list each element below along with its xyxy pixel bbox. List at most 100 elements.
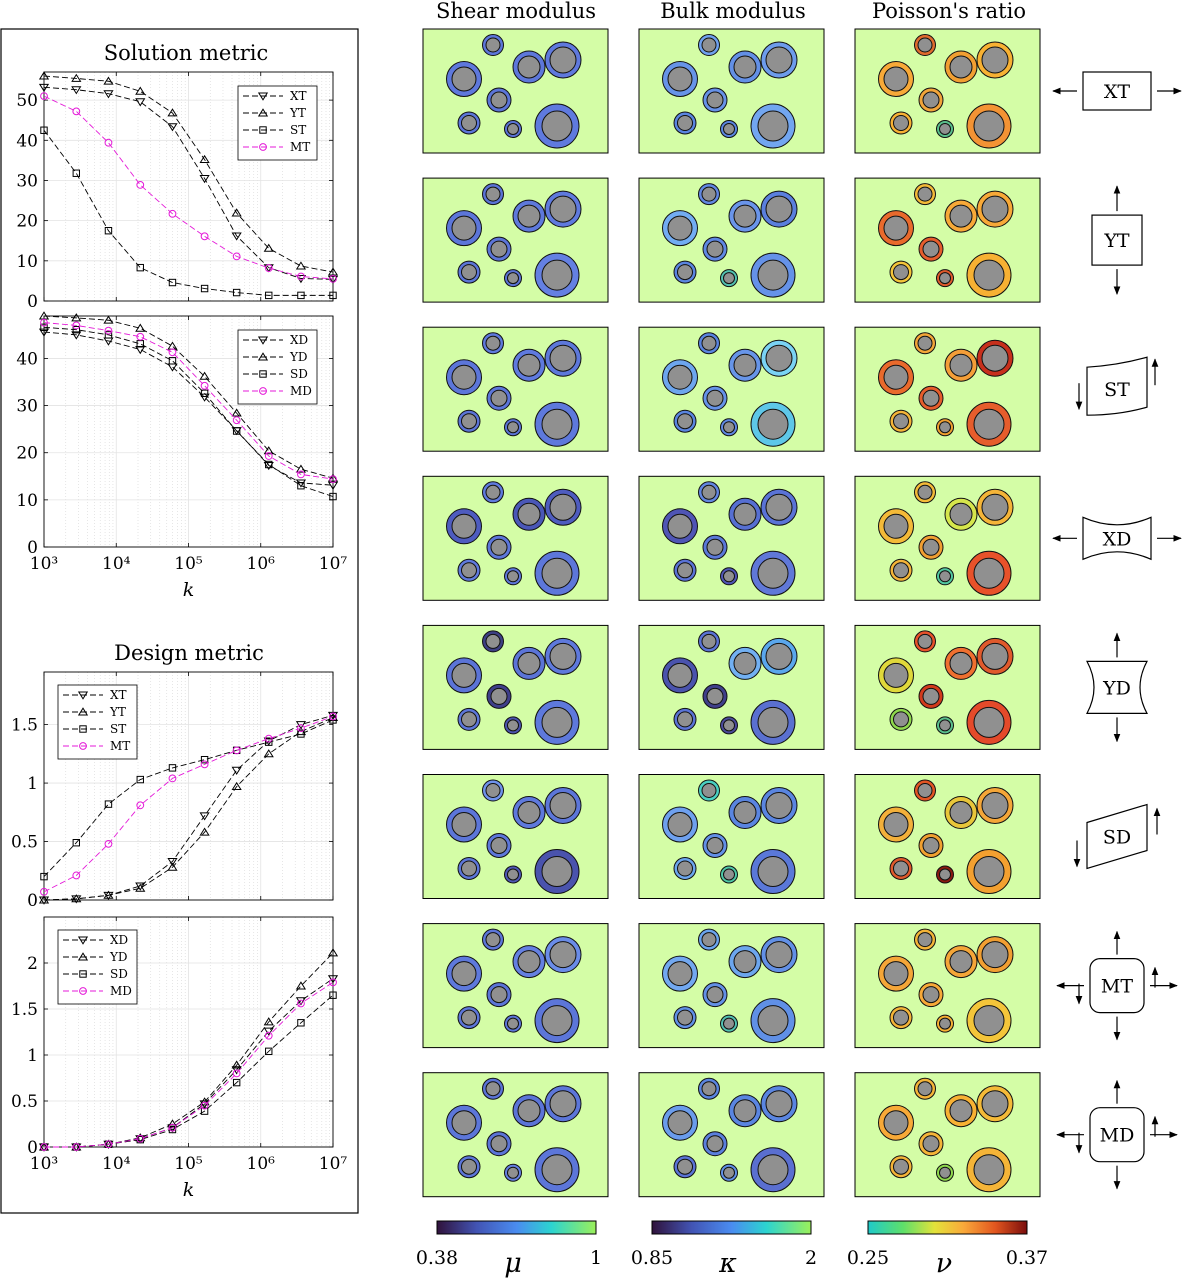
inclusion-core <box>723 719 735 732</box>
inclusion-core <box>701 37 717 53</box>
legend-label: MT <box>290 140 310 154</box>
inclusion-core <box>667 364 693 390</box>
data-point-yd <box>71 313 82 322</box>
inclusion-core <box>765 1090 793 1118</box>
inclusion-core <box>981 195 1009 223</box>
y-tick-label: 10 <box>16 252 38 272</box>
legend-marker <box>77 952 89 961</box>
load-icon-st: ST <box>1075 356 1159 416</box>
inclusion-core <box>917 783 933 798</box>
data-point-yd <box>167 1119 178 1128</box>
colorbar-max-label: 0.37 <box>1006 1247 1048 1269</box>
load-icon-mt: MT <box>1056 930 1178 1041</box>
data-point-md <box>72 321 81 330</box>
inclusion-core <box>677 115 693 131</box>
inclusion-core <box>517 651 541 675</box>
data-point-st <box>104 226 113 235</box>
axes-box <box>43 71 334 302</box>
panel-sd-nu <box>854 774 1041 899</box>
series-yd <box>38 311 339 482</box>
inclusion-core <box>733 55 757 79</box>
colorbars: 0.38 1 μ 0.85 2 κ 0.25 0.37 ν <box>416 1220 1048 1279</box>
colorbar-symbol: κ <box>718 1248 737 1279</box>
data-point-yd <box>199 1097 210 1106</box>
panel-st-bulk <box>638 326 825 452</box>
inclusion-core <box>490 389 508 407</box>
legend-marker <box>257 352 269 361</box>
data-point-yd <box>263 446 274 455</box>
data-point-mt <box>329 275 337 283</box>
data-point-yt <box>263 243 274 252</box>
data-point-xt <box>103 90 114 99</box>
data-point-yt <box>135 86 146 95</box>
series-md <box>40 978 337 1151</box>
y-tick-label: 1.5 <box>11 1000 38 1020</box>
data-point-xt <box>327 275 339 285</box>
data-point-st <box>104 800 113 808</box>
axes-box <box>43 315 334 548</box>
load-case-label: YT <box>1103 230 1130 252</box>
load-icon-xd: XD <box>1052 516 1182 561</box>
inclusion-core <box>757 557 789 589</box>
inclusion-core <box>733 353 757 377</box>
inclusion-core <box>893 1009 909 1026</box>
data-point-md <box>40 318 48 327</box>
legend-label: SD <box>110 967 128 981</box>
colorbar-gradient <box>867 1220 1028 1235</box>
data-point-md <box>104 1140 113 1149</box>
inclusion-core <box>765 642 793 670</box>
data-point-yd <box>103 315 114 324</box>
data-point-yt <box>71 73 82 82</box>
data-point-sd <box>297 482 305 490</box>
data-point-md <box>168 348 177 357</box>
inclusion-core <box>507 570 519 583</box>
inclusion-core <box>451 215 477 241</box>
inclusion-core <box>507 868 519 881</box>
data-point-xd <box>263 1027 274 1036</box>
data-point-st <box>265 738 273 746</box>
inclusion-core <box>706 687 724 705</box>
inclusion-core <box>883 812 909 837</box>
data-point-sd <box>168 357 177 365</box>
inclusion-core <box>549 1090 577 1118</box>
legend: XT YT ST MT <box>57 684 138 760</box>
data-point-xt <box>167 857 178 867</box>
inclusion-core <box>701 783 717 798</box>
inclusion-core <box>490 687 508 705</box>
data-point-sd <box>72 325 81 334</box>
data-point-st <box>136 263 144 272</box>
inclusion-core <box>723 1166 735 1179</box>
inclusion-core <box>517 353 541 377</box>
inclusion-core <box>677 1158 693 1175</box>
inclusion-core <box>949 502 973 526</box>
y-tick-label: 1 <box>27 774 38 794</box>
load-case-label: ST <box>1104 379 1130 401</box>
series-line-yd <box>43 315 334 479</box>
legend-label: XD <box>110 933 128 947</box>
specimen <box>1082 71 1152 111</box>
colorbar-min-label: 0.25 <box>847 1247 889 1269</box>
y-tick-label: 30 <box>16 171 38 191</box>
load-case-label: YD <box>1102 677 1131 699</box>
inclusion-core <box>939 1166 951 1179</box>
inclusion-core <box>549 941 577 969</box>
panel-sd-shear <box>422 774 609 899</box>
panel-yd-bulk <box>638 624 825 750</box>
legend-marker <box>77 691 89 700</box>
inclusion-core <box>757 110 789 142</box>
data-point-yd <box>295 981 307 990</box>
data-point-mt <box>72 107 81 116</box>
panel-st-nu <box>854 326 1041 452</box>
data-point-yt <box>38 71 50 80</box>
inclusion-core <box>667 812 693 837</box>
inclusion-core <box>451 812 477 837</box>
legend-marker <box>79 987 87 995</box>
legend-marker <box>259 387 267 395</box>
inclusion-core <box>893 413 909 430</box>
y-tick-label: 2 <box>27 954 38 974</box>
legend-label: XD <box>290 333 308 347</box>
panel-xd-bulk <box>638 475 825 601</box>
chart-4: 0 0.5 1 1.5 2 10³ 10⁴ 10⁵ 10⁶ 10⁷ k XD YD SD MD <box>11 916 347 1201</box>
inclusion-core <box>981 493 1009 521</box>
data-point-sd <box>265 460 273 469</box>
